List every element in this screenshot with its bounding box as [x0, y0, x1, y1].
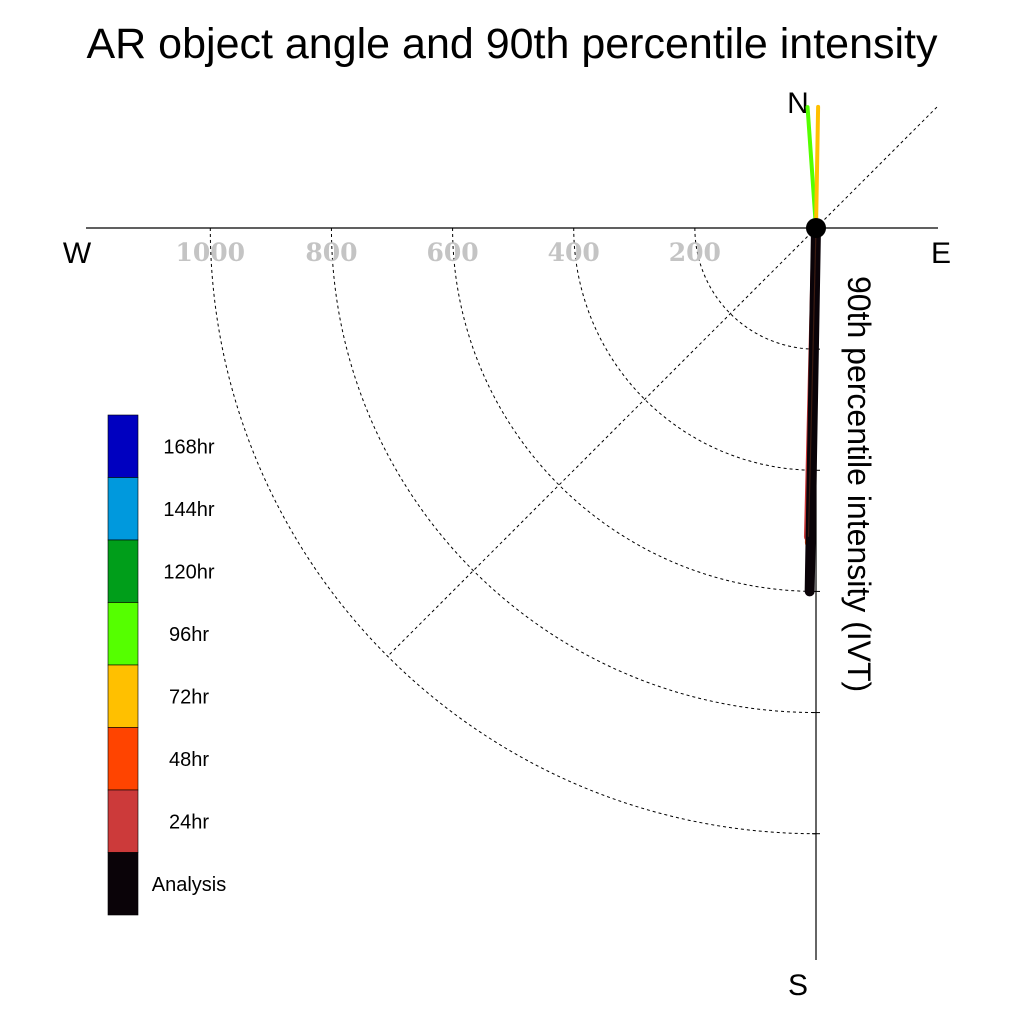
radial-tick-label: 800 [305, 238, 357, 267]
legend-swatch [107, 664, 139, 728]
compass-north-label: N [787, 87, 809, 120]
y-axis-label: 90th percentile intensity (IVT) [841, 276, 877, 692]
legend-label: 48hr [169, 749, 209, 771]
ring-1000 [209, 227, 817, 835]
compass-west-label: W [63, 237, 92, 270]
ring-200 [694, 227, 817, 350]
legend-label: 168hr [163, 436, 214, 458]
legend: 168hr 144hr 120hr 96hr 72hr 48hr 24hr Analysis [107, 414, 226, 916]
origin-marker [806, 218, 826, 238]
legend-swatch [107, 852, 139, 916]
series-line-24hr-outline [807, 227, 817, 537]
radial-tick-label: 1000 [176, 238, 246, 267]
diagonal-southwest [387, 227, 817, 657]
legend-label: 96hr [169, 624, 209, 646]
diagonal-northeast [815, 105, 939, 229]
compass-south-label: S [788, 969, 808, 1002]
legend-swatch [107, 539, 139, 603]
compass-east-label: E [931, 237, 951, 270]
radial-tick-labels: 200 400 600 800 1000 [176, 238, 721, 267]
legend-swatch [107, 477, 139, 541]
legend-label: 120hr [163, 561, 214, 583]
legend-label: 144hr [163, 499, 214, 521]
chart-title: AR object angle and 90th percentile inte… [87, 20, 938, 68]
legend-swatch [107, 414, 139, 478]
ring-400 [573, 227, 817, 471]
legend-label: 24hr [169, 811, 209, 833]
series-lines [803, 104, 821, 597]
radial-tick-label: 600 [426, 238, 478, 267]
ring-800 [330, 227, 817, 714]
radial-tick-label: 200 [669, 238, 721, 267]
polar-grid [209, 227, 820, 835]
legend-swatch [107, 727, 139, 791]
series-line-72hr [814, 104, 821, 230]
legend-swatch [107, 789, 139, 853]
legend-label: 72hr [169, 686, 209, 708]
ring-600 [452, 227, 817, 592]
legend-label: Analysis [152, 874, 226, 896]
radial-tick-label: 400 [548, 238, 600, 267]
legend-swatch [107, 602, 139, 666]
